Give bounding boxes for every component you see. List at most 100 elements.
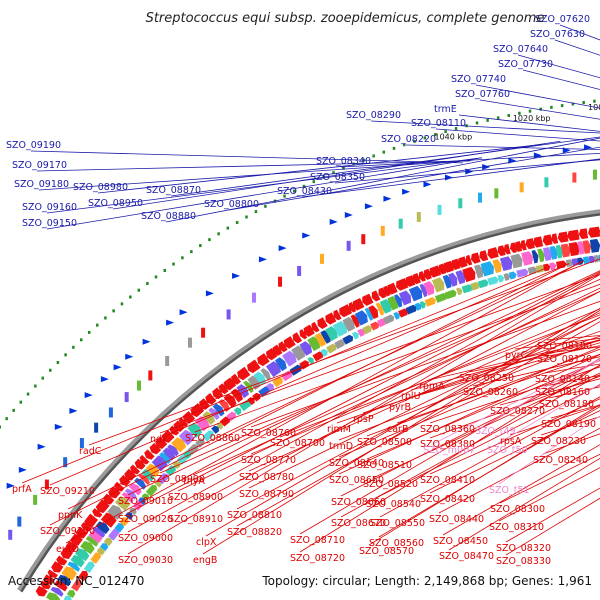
forward-label-line: [46, 157, 482, 214]
reverse-label-line: [279, 314, 600, 438]
ruler-dot: [342, 166, 345, 170]
reverse-label-line: [509, 405, 600, 436]
reverse-label-line: [505, 497, 600, 556]
forward-gene-label: SZO_08980: [73, 182, 128, 193]
ruler-dot: [49, 368, 52, 372]
reverse-strand-gene: [429, 265, 442, 278]
rna-gene-label: SZO_m007: [423, 445, 475, 456]
ruler-dot: [199, 244, 202, 248]
gc-skew-block: [211, 425, 220, 434]
forward-strand-gene: [113, 364, 122, 371]
reverse-strand-gene: [178, 417, 189, 428]
forward-strand-cog: [458, 198, 463, 209]
gc-skew-block: [565, 259, 574, 267]
reverse-strand-cog: [368, 305, 379, 320]
forward-gene-label: SZO_07740: [451, 74, 506, 85]
ruler-dot: [19, 400, 23, 404]
reverse-label-line: [177, 291, 600, 514]
reverse-strand-gene: [578, 228, 589, 240]
reverse-gene-label: radC: [79, 446, 102, 457]
reverse-label-line: [472, 356, 600, 387]
forward-strand-gene: [364, 203, 373, 210]
reverse-strand-cog: [462, 266, 476, 283]
reverse-gene-label: SZO_08360: [420, 424, 475, 435]
reverse-gene-label: prfA: [12, 484, 32, 495]
forward-gene-label: SZO_07730: [498, 59, 553, 70]
ruler-dot: [433, 133, 437, 137]
forward-strand-cog: [79, 438, 84, 449]
forward-gene-label: SZO_09150: [22, 218, 77, 229]
forward-strand-gene: [100, 376, 109, 383]
forward-gene-label: SZO_08110: [411, 118, 466, 129]
ruler-dot: [41, 376, 45, 380]
reverse-gene-label: SZO_08380: [420, 439, 475, 450]
reverse-gene-label: SZO_08140: [535, 374, 590, 385]
forward-strand-gene: [166, 319, 175, 326]
reverse-strand-gene: [237, 366, 251, 381]
ruler-dot: [56, 361, 60, 365]
forward-strand-gene: [444, 174, 453, 181]
reverse-gene-label: SZO_08450: [433, 536, 488, 547]
reverse-strand-cog: [455, 270, 466, 285]
reverse-strand-cog: [589, 238, 600, 253]
reverse-label-line: [49, 263, 570, 486]
reverse-gene-label: SZO_08670: [331, 518, 386, 529]
reverse-strand-gene: [102, 493, 115, 505]
reverse-strand-gene: [362, 293, 374, 306]
gc-skew-block: [516, 268, 529, 278]
forward-gene-label: SZO_08220: [381, 134, 436, 145]
forward-strand-gene: [423, 181, 432, 188]
gc-skew-block: [543, 263, 551, 272]
forward-strand-gene: [302, 232, 311, 239]
forward-strand-cog: [226, 309, 231, 320]
forward-strand-cog: [251, 292, 256, 303]
reverse-gene-label: SZO_08100: [537, 341, 592, 352]
ruler-dot: [593, 99, 596, 103]
reverse-gene-label: SZO_08560: [369, 538, 424, 549]
gc-skew-block: [470, 281, 480, 291]
reverse-strand-cog: [398, 290, 412, 306]
reverse-label-line: [375, 384, 600, 499]
reverse-strand-gene: [533, 236, 544, 248]
ruler-dot: [254, 210, 258, 214]
reverse-strand-cog: [342, 316, 355, 332]
reverse-gene-label: carB: [387, 424, 408, 435]
reverse-strand-gene: [542, 234, 553, 246]
reverse-strand-gene: [56, 555, 68, 566]
reverse-strand-cog: [364, 307, 374, 321]
reverse-strand-cog: [67, 561, 81, 572]
ruler-dot: [154, 275, 158, 279]
reverse-gene-label: SZO_08790: [239, 489, 294, 500]
rna-label-line: [496, 383, 600, 445]
reverse-strand-gene: [333, 309, 342, 321]
reverse-strand-gene: [423, 268, 432, 280]
reverse-gene-label: rpmA: [419, 381, 445, 392]
ruler-dot: [293, 189, 296, 193]
reverse-gene-label: SZO_08770: [241, 455, 296, 466]
reverse-strand-gene: [212, 387, 224, 400]
forward-strand-gene: [125, 353, 134, 360]
forward-gene-label: SZO_07760: [455, 89, 510, 100]
reverse-label-line: [429, 410, 600, 494]
gc-skew-block: [382, 314, 395, 325]
reverse-strand-cog: [253, 371, 267, 386]
reverse-gene-label: ppnK: [58, 510, 83, 521]
reverse-strand-cog: [332, 320, 348, 337]
forward-label-line: [405, 144, 600, 150]
gc-skew-block: [258, 386, 270, 398]
reverse-label-line: [338, 346, 600, 458]
reverse-strand-gene: [75, 526, 88, 539]
backbone-shadow: [17, 209, 600, 593]
gc-skew-block: [71, 579, 83, 592]
reverse-strand-gene: [514, 241, 523, 252]
reverse-label-line: [429, 398, 600, 475]
rna-label-line: [498, 415, 600, 485]
ruler-dot: [217, 232, 220, 236]
rna-gene-label: SZO_t51: [489, 485, 530, 496]
reverse-strand-cog: [282, 350, 297, 367]
reverse-strand-gene: [339, 304, 353, 318]
forward-strand-gene: [205, 290, 214, 297]
gc-skew-block: [272, 377, 283, 388]
reverse-gene-label: SZO_08810: [227, 510, 282, 521]
gc-skew-block: [124, 512, 133, 520]
